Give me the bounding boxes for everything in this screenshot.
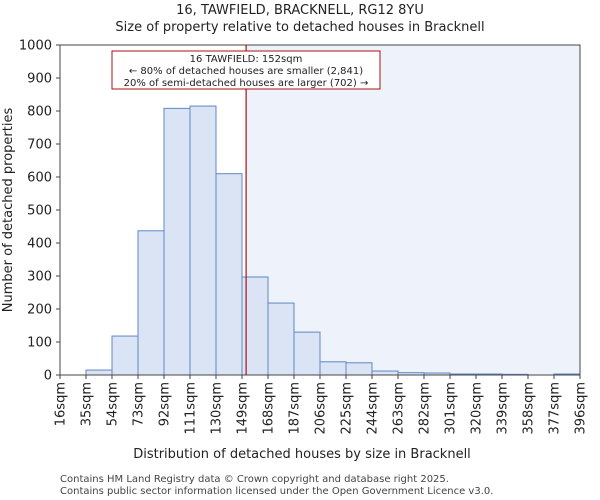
x-tick-label: 130sqm: [210, 382, 225, 435]
x-tick-label: 396sqm: [574, 382, 589, 435]
histogram-bar: [189, 105, 217, 376]
y-tick-label: 200: [27, 303, 52, 318]
x-tick-label: 16sqm: [54, 382, 69, 426]
y-tick-label: 500: [27, 204, 52, 219]
y-axis-label: Number of detached properties: [1, 108, 16, 313]
x-tick-label: 35sqm: [80, 382, 95, 426]
y-tick-label: 1000: [19, 39, 52, 54]
y-tick-label: 400: [27, 237, 52, 252]
x-tick-label: 187sqm: [288, 382, 303, 435]
x-tick-label: 358sqm: [522, 382, 537, 435]
y-tick-label: 700: [27, 138, 52, 153]
annotation-line-2: ← 80% of detached houses are smaller (2,…: [129, 66, 363, 77]
histogram-bar: [371, 370, 399, 376]
histogram-bar: [319, 361, 347, 376]
annotation-box: 16 TAWFIELD: 152sqm ← 80% of detached ho…: [111, 50, 381, 90]
x-tick-label: 263sqm: [392, 382, 407, 435]
x-tick-label: 149sqm: [236, 382, 251, 435]
annotation-line-1: 16 TAWFIELD: 152sqm: [190, 54, 303, 65]
histogram-bar: [163, 107, 191, 376]
x-tick-label: 111sqm: [184, 382, 199, 435]
y-tick-label: 800: [27, 105, 52, 120]
annotation-frame: [111, 50, 381, 90]
histogram-bar: [111, 335, 139, 376]
histogram-bar: [293, 331, 321, 376]
y-tick-label: 300: [27, 270, 52, 285]
x-tick-label: 73sqm: [132, 382, 147, 426]
x-tick-label: 244sqm: [366, 382, 381, 435]
footer-line-2: Contains public sector information licen…: [60, 486, 493, 497]
histogram-bar: [267, 302, 295, 376]
x-tick-label: 92sqm: [158, 382, 173, 426]
y-tick-label: 600: [27, 171, 52, 186]
x-tick-label: 301sqm: [444, 382, 459, 435]
x-tick-label: 206sqm: [314, 382, 329, 435]
x-tick-label: 339sqm: [496, 382, 511, 435]
y-tick-label: 100: [27, 336, 52, 351]
x-tick-label: 282sqm: [418, 382, 433, 435]
x-tick-label: 54sqm: [106, 382, 121, 426]
y-tick-label: 900: [27, 72, 52, 87]
annotation-line-3: 20% of semi-detached houses are larger (…: [124, 78, 369, 89]
histogram-bar: [345, 362, 373, 376]
x-tick-label: 168sqm: [262, 382, 277, 435]
footer-line-1: Contains HM Land Registry data © Crown c…: [60, 474, 449, 485]
x-tick-label: 225sqm: [340, 382, 355, 435]
histogram-bar: [137, 230, 165, 376]
x-axis-label: Distribution of detached houses by size …: [133, 447, 471, 462]
histogram-bar: [85, 369, 113, 376]
larger-region-shade: [246, 45, 580, 375]
x-tick-label: 320sqm: [470, 382, 485, 435]
chart-title: 16, TAWFIELD, BRACKNELL, RG12 8YU: [176, 3, 424, 18]
histogram-bar: [215, 173, 243, 376]
chart-subtitle: Size of property relative to detached ho…: [115, 20, 484, 35]
x-tick-label: 377sqm: [548, 382, 563, 435]
y-tick-label: 0: [44, 369, 52, 384]
